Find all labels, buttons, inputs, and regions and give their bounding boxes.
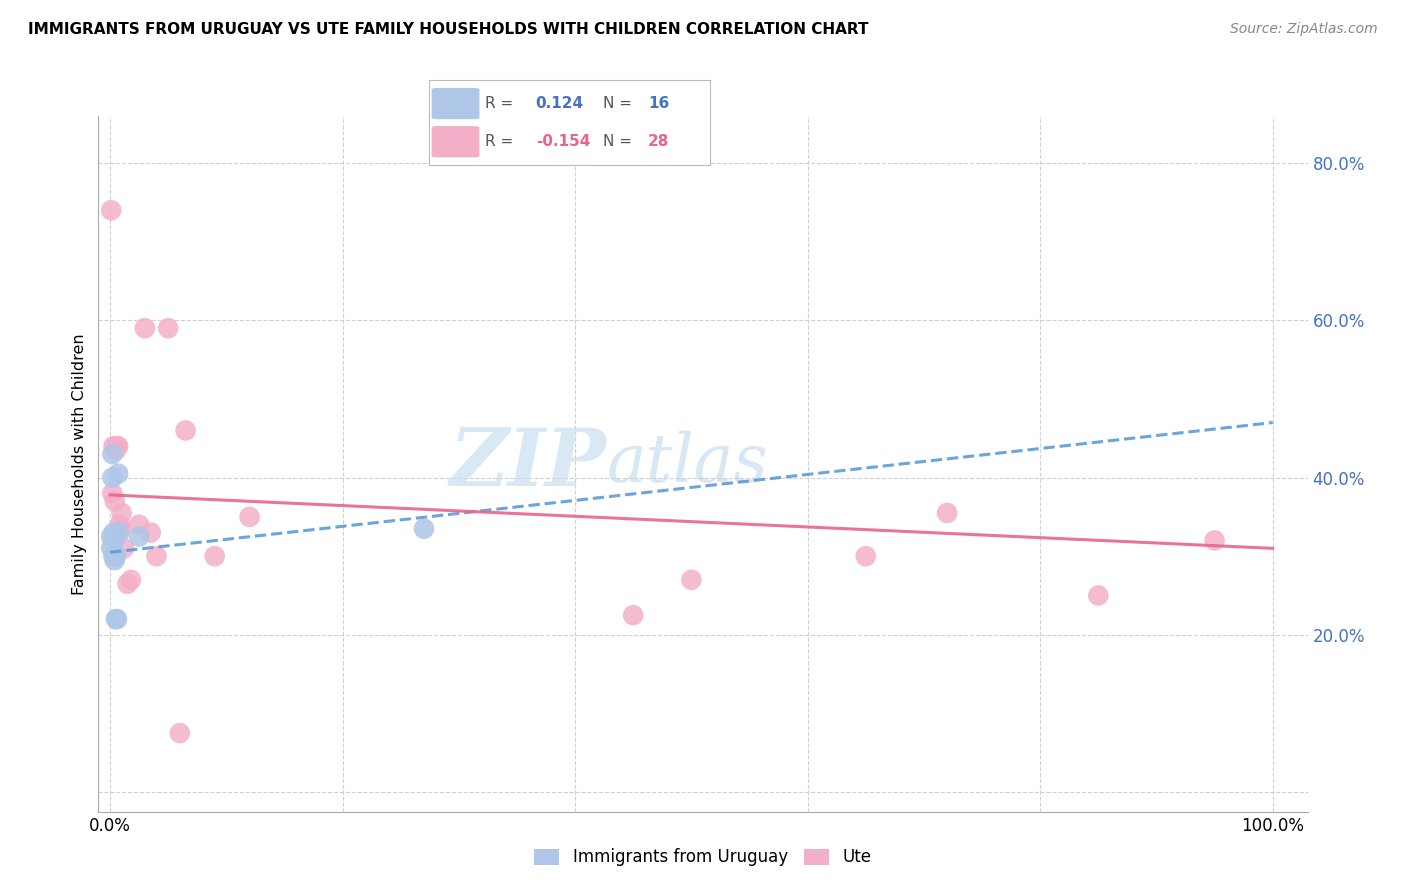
Point (107, 439, 129, 453)
Point (100, 203, 122, 218)
Text: 28: 28 (648, 134, 669, 149)
Point (101, 486, 124, 500)
Point (104, 553, 127, 567)
Point (105, 612, 128, 626)
Text: IMMIGRANTS FROM URUGUAY VS UTE FAMILY HOUSEHOLDS WITH CHILDREN CORRELATION CHART: IMMIGRANTS FROM URUGUAY VS UTE FAMILY HO… (28, 22, 869, 37)
Point (112, 541, 135, 556)
Text: Source: ZipAtlas.com: Source: ZipAtlas.com (1230, 22, 1378, 37)
Text: atlas: atlas (606, 431, 768, 497)
Point (101, 470, 124, 484)
Point (104, 545, 127, 559)
Text: 16: 16 (648, 96, 669, 112)
Point (1087, 589, 1109, 603)
Point (103, 525, 125, 540)
Point (855, 549, 877, 564)
Point (681, 573, 703, 587)
Point (128, 530, 150, 544)
Point (108, 525, 131, 540)
Legend: Immigrants from Uruguay, Ute: Immigrants from Uruguay, Ute (527, 842, 879, 873)
Point (104, 494, 127, 508)
Point (117, 576, 139, 591)
Text: ZIP: ZIP (450, 425, 606, 502)
Point (110, 522, 132, 536)
Point (105, 439, 128, 453)
Point (103, 439, 125, 453)
Point (621, 608, 644, 623)
Point (174, 424, 197, 438)
Point (103, 533, 125, 548)
Point (100, 541, 122, 556)
Point (103, 549, 125, 564)
Point (104, 549, 127, 564)
Point (145, 549, 167, 564)
Point (139, 525, 162, 540)
FancyBboxPatch shape (432, 88, 479, 120)
Point (107, 467, 129, 481)
Point (204, 549, 226, 564)
Text: 0.124: 0.124 (536, 96, 583, 112)
Point (169, 726, 191, 740)
Point (104, 443, 127, 458)
Point (108, 517, 131, 532)
Point (100, 530, 122, 544)
Text: R =: R = (485, 134, 519, 149)
Point (157, 321, 180, 335)
Point (1204, 533, 1226, 548)
Y-axis label: Family Households with Children: Family Households with Children (72, 333, 87, 595)
Text: N =: N = (603, 134, 637, 149)
Point (413, 522, 436, 536)
FancyBboxPatch shape (432, 126, 479, 157)
Text: -0.154: -0.154 (536, 134, 591, 149)
Point (120, 573, 142, 587)
Text: R =: R = (485, 96, 519, 112)
Point (128, 517, 150, 532)
Point (239, 509, 262, 524)
Point (936, 506, 959, 520)
Text: N =: N = (603, 96, 637, 112)
Point (104, 612, 127, 626)
Point (134, 321, 156, 335)
Point (101, 447, 124, 461)
Point (111, 506, 134, 520)
